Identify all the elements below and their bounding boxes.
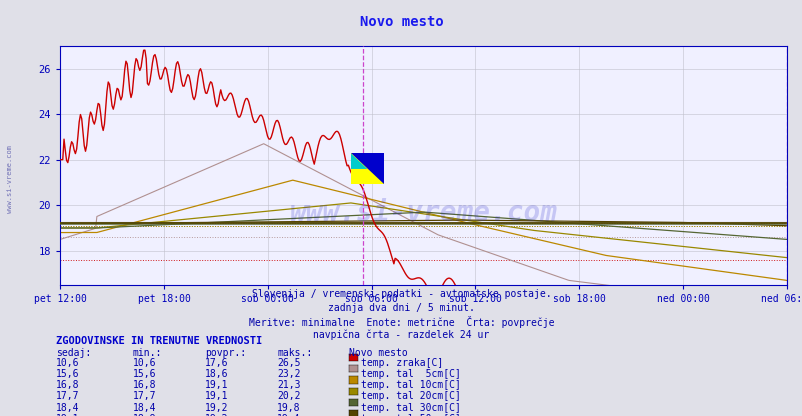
Text: temp. tal 20cm[C]: temp. tal 20cm[C] [361,391,460,401]
Text: min.:: min.: [132,348,162,358]
Polygon shape [350,154,367,169]
Text: 10,6: 10,6 [56,358,79,368]
Text: www.si-vreme.com: www.si-vreme.com [290,199,557,227]
Text: sedaj:: sedaj: [56,348,91,358]
Text: Slovenija / vremenski podatki - avtomatske postaje.: Slovenija / vremenski podatki - avtomats… [251,289,551,299]
Text: 18,4: 18,4 [56,403,79,413]
Text: 23,2: 23,2 [277,369,300,379]
Text: temp. tal  5cm[C]: temp. tal 5cm[C] [361,369,460,379]
Text: www.si-vreme.com: www.si-vreme.com [6,145,13,213]
Text: 16,8: 16,8 [132,380,156,390]
Text: 19,1: 19,1 [205,380,228,390]
Text: 10,6: 10,6 [132,358,156,368]
Text: zadnja dva dni / 5 minut.: zadnja dva dni / 5 minut. [328,303,474,313]
Text: 17,6: 17,6 [205,358,228,368]
Text: temp. tal 50cm[C]: temp. tal 50cm[C] [361,414,460,416]
Text: 15,6: 15,6 [132,369,156,379]
Text: Meritve: minimalne  Enote: metrične  Črta: povprečje: Meritve: minimalne Enote: metrične Črta:… [249,316,553,328]
Text: temp. zraka[C]: temp. zraka[C] [361,358,443,368]
Text: temp. tal 10cm[C]: temp. tal 10cm[C] [361,380,460,390]
Text: povpr.:: povpr.: [205,348,245,358]
Text: 20,2: 20,2 [277,391,300,401]
Text: 19,8: 19,8 [277,403,300,413]
Text: 26,5: 26,5 [277,358,300,368]
Text: 15,6: 15,6 [56,369,79,379]
Text: 18,4: 18,4 [132,403,156,413]
Text: Novo mesto: Novo mesto [359,15,443,29]
Text: 19,1: 19,1 [56,414,79,416]
Text: 17,7: 17,7 [132,391,156,401]
Text: Novo mesto: Novo mesto [349,348,407,358]
Text: ZGODOVINSKE IN TRENUTNE VREDNOSTI: ZGODOVINSKE IN TRENUTNE VREDNOSTI [56,336,262,346]
Text: navpična črta - razdelek 24 ur: navpična črta - razdelek 24 ur [313,329,489,340]
Text: 17,7: 17,7 [56,391,79,401]
Text: temp. tal 30cm[C]: temp. tal 30cm[C] [361,403,460,413]
Text: 19,2: 19,2 [205,414,228,416]
Text: 19,4: 19,4 [277,414,300,416]
Polygon shape [350,154,383,185]
Text: maks.:: maks.: [277,348,312,358]
Text: 21,3: 21,3 [277,380,300,390]
Text: 19,2: 19,2 [205,403,228,413]
Text: 19,1: 19,1 [205,391,228,401]
Text: 18,6: 18,6 [205,369,228,379]
Text: 18,9: 18,9 [132,414,156,416]
Text: 16,8: 16,8 [56,380,79,390]
